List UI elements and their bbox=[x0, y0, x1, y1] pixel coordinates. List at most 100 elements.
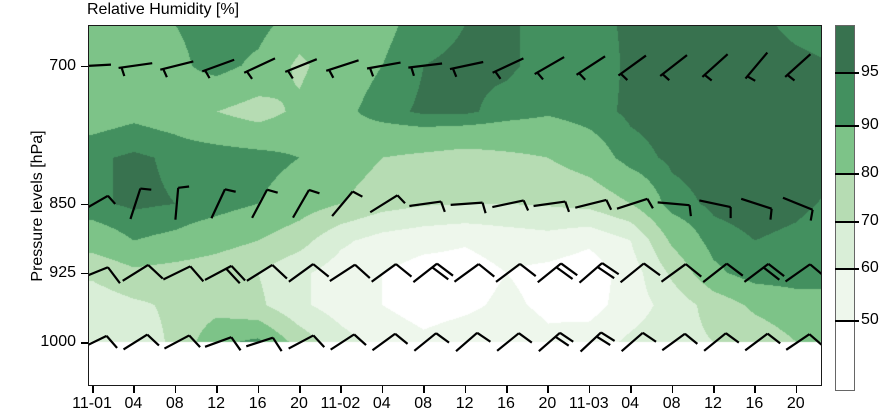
wind-barb-segment bbox=[331, 190, 354, 217]
wind-barb-segment bbox=[354, 263, 371, 279]
wind-barb-segment bbox=[107, 266, 121, 284]
wind-barb-segment bbox=[617, 54, 647, 77]
colorbar-cell bbox=[836, 222, 854, 269]
x-tick-label: 11-03 bbox=[568, 395, 609, 412]
x-tick-label: 20 bbox=[538, 395, 557, 412]
colorbar-tick bbox=[835, 268, 859, 270]
wind-barb-segment bbox=[619, 262, 645, 284]
x-tick bbox=[133, 386, 135, 393]
wind-barb-segment bbox=[408, 62, 443, 69]
wind-barb-segment bbox=[224, 188, 236, 193]
wind-barb-segment bbox=[88, 194, 109, 209]
y-tick-label: 850 bbox=[49, 194, 76, 212]
wind-barb-segment bbox=[395, 263, 413, 278]
wind-barb-segment bbox=[394, 332, 409, 345]
x-tick-label: 20 bbox=[290, 395, 308, 412]
x-tick bbox=[630, 386, 632, 393]
colorbar-cell bbox=[836, 269, 854, 321]
wind-barb-segment bbox=[661, 332, 686, 352]
x-tick-label: 16 bbox=[745, 395, 764, 412]
wind-barb-segment bbox=[537, 262, 562, 284]
x-tick-label: 12 bbox=[455, 395, 474, 412]
wind-barb-segment bbox=[575, 198, 607, 209]
colorbar-cell bbox=[836, 174, 854, 222]
x-tick-label: 16 bbox=[497, 395, 515, 412]
wind-barb-segment bbox=[174, 187, 180, 220]
wind-barb-segment bbox=[353, 333, 367, 346]
wind-barb-segment bbox=[578, 262, 603, 284]
x-tick-label: 08 bbox=[662, 395, 681, 412]
wind-barb-segment bbox=[702, 262, 728, 283]
wind-barb-segment bbox=[600, 331, 616, 342]
wind-barb-segment bbox=[703, 74, 713, 82]
x-tick bbox=[216, 386, 218, 393]
wind-barb-segment bbox=[657, 201, 690, 207]
y-tick bbox=[81, 203, 88, 206]
x-tick bbox=[464, 386, 467, 393]
wind-barb-segment bbox=[740, 197, 772, 210]
x-tick-label: 04 bbox=[124, 395, 143, 412]
wind-barb-segment bbox=[659, 54, 688, 77]
wind-barb-segment bbox=[685, 263, 702, 278]
wind-barb-segment bbox=[575, 55, 606, 76]
wind-barb-segment bbox=[746, 75, 756, 82]
colorbar-tick bbox=[835, 125, 859, 127]
wind-barb-segment bbox=[352, 190, 363, 198]
wind-barb-segment bbox=[766, 332, 781, 345]
x-tick bbox=[713, 386, 715, 393]
wind-barb-segment bbox=[410, 66, 415, 77]
y-tick bbox=[81, 65, 88, 68]
wind-barb-segment bbox=[245, 336, 274, 348]
wind-barb-segment bbox=[646, 198, 654, 209]
wind-barb-segment bbox=[620, 331, 644, 353]
wind-barb-segment bbox=[534, 56, 565, 75]
y-tick-label: 1000 bbox=[40, 333, 76, 350]
colorbar-label: 80 bbox=[861, 164, 879, 181]
wind-barb-segment bbox=[449, 60, 484, 71]
wind-barb-segment bbox=[436, 262, 454, 277]
x-tick-label: 20 bbox=[786, 395, 805, 412]
wind-barb-segment bbox=[251, 189, 269, 219]
wind-barb-segment bbox=[435, 332, 450, 344]
wind-barb-segment bbox=[147, 264, 164, 280]
wind-barb-segment bbox=[288, 334, 314, 350]
wind-barb-segment bbox=[88, 334, 108, 347]
wind-barb-segment bbox=[371, 263, 397, 283]
wind-barb-segment bbox=[412, 262, 438, 283]
wind-barb-segment bbox=[271, 264, 288, 280]
wind-barb-segment bbox=[455, 331, 478, 353]
wind-barb-segment bbox=[396, 194, 406, 204]
wind-barb-segment bbox=[703, 332, 727, 352]
wind-barb-segment bbox=[308, 188, 320, 195]
y-tick bbox=[81, 342, 88, 344]
wind-barb-segment bbox=[744, 51, 769, 80]
wind-barb-segment bbox=[88, 266, 109, 277]
wind-barb-segment bbox=[518, 332, 533, 344]
wind-barb-segment bbox=[287, 70, 294, 80]
wind-barb-segment bbox=[88, 63, 112, 67]
wind-barb-segment bbox=[699, 199, 731, 209]
wind-barb-segment bbox=[560, 262, 578, 277]
wind-barb-segment bbox=[809, 263, 822, 276]
x-tick bbox=[506, 386, 508, 393]
wind-barb-segment bbox=[536, 71, 544, 81]
wind-barb-segment bbox=[284, 58, 318, 73]
wind-barb-segment bbox=[496, 332, 520, 352]
x-tick bbox=[299, 386, 301, 393]
wind-barb-segment bbox=[118, 62, 153, 70]
y-tick-label: 700 bbox=[49, 56, 76, 74]
wind-barb-segment bbox=[230, 336, 242, 351]
wind-barb-segment bbox=[230, 265, 246, 282]
wind-barb-segment bbox=[596, 335, 611, 346]
x-tick bbox=[754, 386, 756, 393]
wind-barb-segment bbox=[769, 208, 773, 220]
colorbar-label: 50 bbox=[861, 311, 879, 328]
wind-barb-segment bbox=[292, 189, 310, 219]
wind-barb-segment bbox=[495, 262, 521, 283]
wind-barb-segment bbox=[162, 68, 168, 78]
wind-barb-segment bbox=[409, 200, 442, 208]
wind-barb-segment bbox=[660, 263, 687, 283]
wind-barb-segment bbox=[312, 334, 326, 348]
wind-barb-segment bbox=[120, 67, 126, 77]
